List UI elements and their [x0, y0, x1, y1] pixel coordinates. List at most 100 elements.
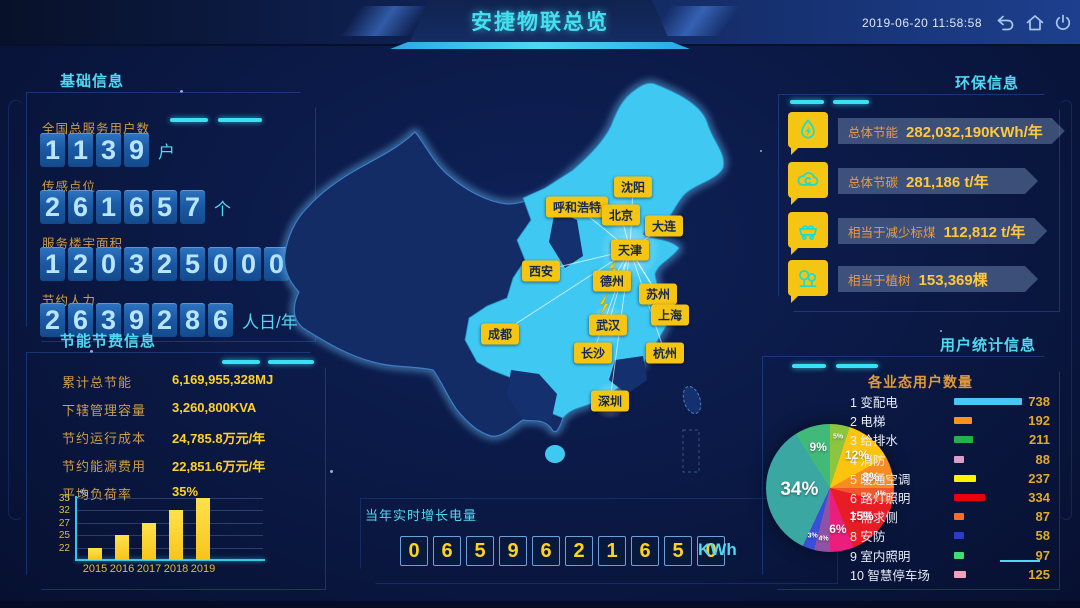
- bar-chart-xtick: 2018: [163, 563, 189, 575]
- savings-value: 22,851.6万元/年: [172, 459, 266, 474]
- legend-label: 9 室内照明: [850, 549, 911, 564]
- pie-slice-label: 5%: [832, 433, 844, 441]
- hainan-island: [545, 445, 565, 463]
- legend-row: 2 电梯 192: [850, 411, 1050, 430]
- province-dark-patch: [609, 356, 647, 394]
- bar-chart-y-axis: [75, 496, 77, 560]
- savings-row: 累计总节能 6,169,955,328MJ: [62, 372, 312, 391]
- bar-chart-bar: [115, 535, 129, 560]
- tree-icon: [788, 260, 828, 303]
- power-icon[interactable]: [1052, 12, 1074, 34]
- digit-cell: 1: [40, 247, 65, 281]
- savings-panel: [26, 352, 326, 590]
- legend-label: 6 路灯照明: [850, 492, 911, 507]
- env-label: 相当于植树: [848, 273, 911, 288]
- map-city-label[interactable]: 西安: [521, 260, 561, 282]
- legend-value: 237: [1028, 470, 1050, 486]
- digit-cell: 7: [180, 190, 205, 224]
- legend-row: 6 路灯照明 334: [850, 488, 1050, 507]
- env-value: 112,812 t/年: [943, 223, 1026, 241]
- pie-slice-label: 4%: [875, 490, 886, 498]
- title-underline-decor: [390, 42, 690, 49]
- digit-cell: 2: [40, 303, 65, 337]
- users-subtitle: 各业态用户数量: [868, 374, 973, 390]
- savings-value: 3,260,800KVA: [172, 400, 257, 415]
- map-city-label[interactable]: 杭州: [645, 342, 685, 364]
- digit-cell: 8: [180, 303, 205, 337]
- users-panel: [762, 356, 1060, 590]
- digit-cell: 0: [236, 247, 261, 281]
- map-city-label[interactable]: 武汉: [588, 314, 628, 336]
- digit-cell: 0: [96, 247, 121, 281]
- legend-value: 58: [1035, 528, 1050, 544]
- legend-row: 9 室内照明 97: [850, 546, 1050, 565]
- legend-swatch: [954, 436, 973, 444]
- env-row: 相当于植树 153,369棵: [788, 260, 1054, 303]
- page-title: 安捷物联总览: [471, 11, 609, 34]
- home-icon[interactable]: [1024, 12, 1046, 34]
- digit-cell: 2: [565, 536, 593, 566]
- back-icon[interactable]: [994, 12, 1016, 34]
- env-value: 281,186 t/年: [906, 173, 989, 191]
- panel-dash-decor: [268, 360, 314, 364]
- map-city-label[interactable]: 呼和浩特: [545, 196, 609, 218]
- star-dot: [940, 330, 942, 332]
- savings-row: 平均负荷率 35%: [62, 484, 312, 503]
- map-city-label[interactable]: 北京: [601, 204, 641, 226]
- savings-row: 下辖管理容量 3,260,800KVA: [62, 400, 312, 419]
- map-city-label[interactable]: 沈阳: [613, 176, 653, 198]
- star-dot: [330, 470, 333, 473]
- map-city-label[interactable]: 德州: [592, 270, 632, 292]
- stat-unit: 个: [214, 200, 231, 219]
- legend-row: 4 消防 88: [850, 450, 1050, 469]
- legend-row: 1 变配电 738: [850, 392, 1050, 411]
- digit-cell: 3: [124, 247, 149, 281]
- flight-line: [592, 249, 631, 354]
- digit-cell: 9: [124, 303, 149, 337]
- bar-chart-ytick: 27: [58, 517, 70, 529]
- map-city-label[interactable]: 天津: [610, 239, 650, 261]
- legend-swatch: [954, 417, 972, 425]
- map-city-label[interactable]: 成都: [480, 323, 520, 345]
- legend-value: 87: [1035, 509, 1050, 525]
- digit-cell: 3: [96, 303, 121, 337]
- env-label: 总体节碳: [848, 175, 899, 190]
- legend-row: 3 给排水 211: [850, 430, 1050, 449]
- map-city-label[interactable]: 大连: [644, 215, 684, 237]
- pie-slice-label: 9%: [809, 440, 827, 455]
- section-title-basic-info: 基础信息: [60, 73, 125, 90]
- digit-cell: 0: [697, 536, 725, 566]
- star-dot: [90, 350, 93, 353]
- bar-chart-x-axis: [75, 559, 265, 561]
- legend-value: 334: [1028, 490, 1050, 506]
- digit-cell: 1: [96, 190, 121, 224]
- env-row: 相当于减少标煤 112,812 t/年: [788, 212, 1054, 255]
- legend-swatch: [954, 494, 985, 502]
- bar-chart-bar: [88, 547, 102, 560]
- digit-cell: 5: [152, 190, 177, 224]
- env-row: 总体节能 282,032,190KWh/年: [788, 112, 1054, 155]
- legend-label: 2 电梯: [850, 415, 886, 430]
- map-city-label[interactable]: 上海: [650, 304, 690, 326]
- coal-cart-icon: [788, 212, 828, 255]
- map-city-label[interactable]: 长沙: [573, 342, 613, 364]
- digit-cell: 6: [208, 303, 233, 337]
- digit-cell: 6: [532, 536, 560, 566]
- bar-chart-xtick: 2019: [190, 563, 216, 575]
- pie-slice-label: 12%: [844, 448, 869, 463]
- stat-label: 全国总服务用户数: [42, 122, 151, 136]
- bar-chart-ytick: 22: [58, 542, 70, 554]
- digit-cell: 5: [466, 536, 494, 566]
- savings-row: 节约运行成本 24,785.8万元/年: [62, 428, 312, 447]
- digit-cell: 9: [499, 536, 527, 566]
- map-city-label[interactable]: 深圳: [590, 390, 630, 412]
- map-city-label[interactable]: 苏州: [638, 283, 678, 305]
- pie-slice-label: 15%: [849, 508, 874, 523]
- legend-label: 10 智慧停车场: [850, 568, 930, 583]
- pie-slice-label: 8%: [862, 470, 880, 485]
- legend-label: 8 安防: [850, 530, 886, 545]
- digit-cell: 6: [124, 190, 149, 224]
- savings-label: 累计总节能: [62, 375, 133, 390]
